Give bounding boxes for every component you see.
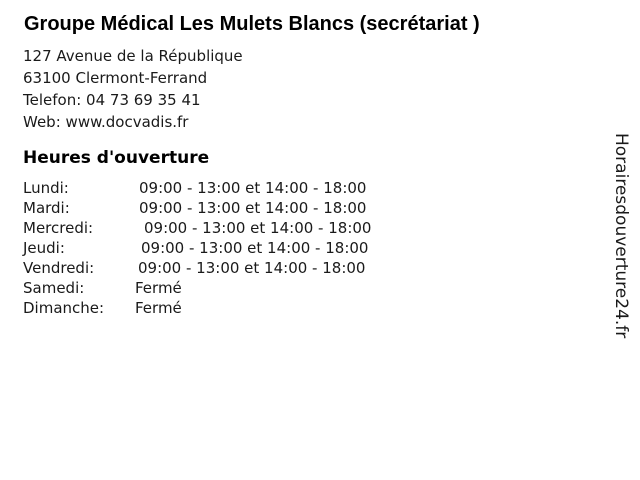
hours-value: 09:00 - 13:00 et 14:00 - 18:00 [138, 259, 366, 277]
website-label: Web: [23, 113, 61, 131]
hours-row-thursday: Jeudi: 09:00 - 13:00 et 14:00 - 18:00 [23, 238, 600, 258]
website-url: www.docvadis.fr [65, 113, 189, 131]
day-label: Mardi: [23, 199, 70, 217]
site-watermark: Horairesdouverture24.fr [611, 133, 631, 339]
opening-hours-heading: Heures d'ouverture [23, 148, 210, 168]
hours-row-sunday: Dimanche: Fermé [23, 298, 600, 318]
address-street: 127 Avenue de la République [23, 47, 243, 65]
opening-hours-table: Lundi: 09:00 - 13:00 et 14:00 - 18:00 Ma… [23, 178, 600, 318]
phone-line: Telefon: 04 73 69 35 41 [23, 89, 600, 111]
main-content: Groupe Médical Les Mulets Blancs (secrét… [23, 13, 600, 318]
business-name-title: Groupe Médical Les Mulets Blancs (secrét… [24, 13, 480, 35]
hours-row-monday: Lundi: 09:00 - 13:00 et 14:00 - 18:00 [23, 178, 600, 198]
day-label: Mercredi: [23, 219, 94, 237]
hours-value: 09:00 - 13:00 et 14:00 - 18:00 [139, 179, 367, 197]
hours-row-friday: Vendredi: 09:00 - 13:00 et 14:00 - 18:00 [23, 258, 600, 278]
hours-value: 09:00 - 13:00 et 14:00 - 18:00 [144, 219, 372, 237]
hours-row-saturday: Samedi: Fermé [23, 278, 600, 298]
phone-number: 04 73 69 35 41 [86, 91, 201, 109]
day-label: Samedi: [23, 279, 85, 297]
contact-block: 127 Avenue de la République 63100 Clermo… [23, 45, 600, 133]
hours-value: Fermé [135, 299, 182, 317]
hours-value: 09:00 - 13:00 et 14:00 - 18:00 [141, 239, 369, 257]
day-label: Jeudi: [23, 239, 65, 257]
day-label: Lundi: [23, 179, 69, 197]
hours-row-wednesday: Mercredi: 09:00 - 13:00 et 14:00 - 18:00 [23, 218, 600, 238]
hours-row-tuesday: Mardi: 09:00 - 13:00 et 14:00 - 18:00 [23, 198, 600, 218]
hours-value: 09:00 - 13:00 et 14:00 - 18:00 [139, 199, 367, 217]
website-line: Web: www.docvadis.fr [23, 111, 600, 133]
phone-label: Telefon: [23, 91, 82, 109]
day-label: Dimanche: [23, 299, 105, 317]
day-label: Vendredi: [23, 259, 95, 277]
address-city: 63100 Clermont-Ferrand [23, 69, 208, 87]
hours-value: Fermé [135, 279, 182, 297]
